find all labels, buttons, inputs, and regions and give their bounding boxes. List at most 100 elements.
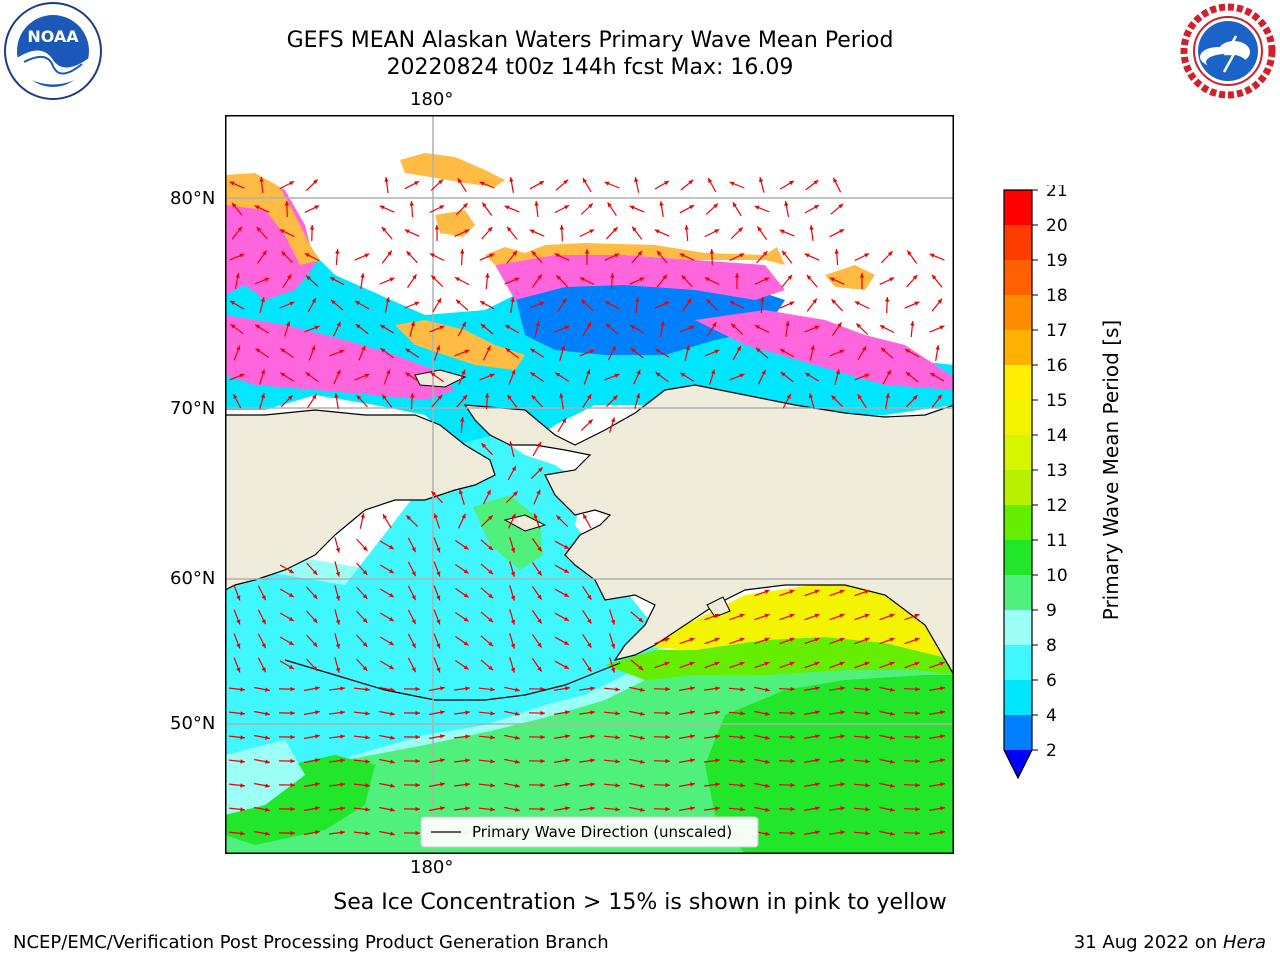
- wave-arrow-head: [261, 369, 266, 375]
- field-green-shelf: [605, 637, 954, 680]
- wave-arrow-head: [790, 686, 795, 692]
- wave-arrow-head: [480, 323, 486, 329]
- wave-arrow-head: [535, 321, 540, 327]
- colorbar-segment: [1004, 575, 1032, 610]
- wave-arrow-head: [254, 205, 260, 210]
- wave-arrow-head: [488, 665, 494, 671]
- wave-arrow-head: [236, 595, 241, 601]
- wave-arrow-head: [734, 273, 740, 278]
- wave-arrow-head: [340, 806, 345, 811]
- wave-arrow-head: [740, 735, 745, 740]
- wave-arrow-head: [787, 274, 793, 280]
- wave-arrow-head: [414, 301, 420, 306]
- wave-arrow-head: [440, 782, 445, 787]
- wave-arrow-head: [689, 661, 695, 666]
- wave-arrow-head: [789, 637, 795, 642]
- wave-arrow-head: [231, 202, 237, 208]
- wave-arrow-head: [536, 442, 541, 447]
- wave-arrow-head: [437, 394, 443, 400]
- wave-arrow-head: [539, 301, 545, 306]
- wave-arrow-head: [889, 637, 895, 642]
- wave-arrow-head: [490, 735, 495, 740]
- graticule: [225, 115, 954, 854]
- wave-arrow-head: [415, 758, 420, 764]
- wave-arrow-head: [404, 229, 410, 234]
- wave-arrow-head: [489, 373, 495, 378]
- wave-arrow-head: [290, 734, 295, 740]
- wave-arrow-head: [864, 613, 870, 618]
- wave-arrow-head: [288, 640, 294, 645]
- wave-arrow-head: [390, 759, 395, 764]
- wave-arrow-head: [615, 687, 620, 692]
- direction-legend: Primary Wave Direction (unscaled): [420, 816, 759, 848]
- wave-arrow-head: [815, 830, 820, 835]
- wave-arrow-head: [490, 807, 495, 812]
- wave-arrow-head: [835, 369, 840, 375]
- wave-arrow-head: [814, 637, 820, 642]
- wave-arrow-head: [482, 202, 487, 208]
- wave-arrow-head: [915, 735, 920, 740]
- wave-arrow-head: [286, 321, 291, 327]
- wave-arrow-head: [940, 830, 945, 835]
- wave-arrow-head: [714, 613, 720, 618]
- wave-arrow-head: [312, 618, 318, 623]
- wave-arrow-head: [690, 686, 695, 691]
- wave-arrow-head: [440, 734, 445, 739]
- colorbar-tick-label: 21: [1046, 185, 1068, 201]
- wave-arrow-head: [509, 441, 514, 447]
- wave-arrow-head: [229, 181, 235, 186]
- wave-arrow-head: [932, 274, 937, 280]
- wave-arrow-head: [537, 642, 542, 648]
- wave-arrow-head: [504, 205, 510, 210]
- wave-arrow-head: [607, 202, 612, 208]
- wave-arrow-head: [587, 666, 592, 672]
- wave-arrow-head: [458, 489, 464, 495]
- wave-arrow-head: [765, 735, 770, 740]
- wave-arrow-head: [265, 783, 270, 788]
- wave-arrow-head: [361, 345, 366, 351]
- wave-arrow-head: [487, 227, 493, 232]
- wave-arrow-head: [780, 349, 785, 354]
- wave-arrow-head: [388, 592, 394, 597]
- wave-arrow-head: [463, 569, 469, 574]
- wave-arrow-head: [915, 783, 920, 788]
- field-yellow-gulf: [645, 583, 954, 660]
- wave-arrow-head: [755, 347, 761, 353]
- wave-arrow-head: [536, 489, 541, 495]
- wave-arrow-head: [864, 589, 870, 594]
- wave-arrow-head: [415, 830, 420, 836]
- wave-arrow-head: [440, 758, 445, 763]
- wave-arrow-head: [564, 640, 569, 645]
- wave-arrow-head: [764, 613, 770, 618]
- wave-arrow-head: [940, 758, 945, 763]
- wave-arrow-head: [854, 301, 860, 306]
- wave-arrow-head: [362, 570, 368, 575]
- wave-arrow-head: [640, 735, 645, 740]
- wave-arrow-head: [731, 323, 736, 329]
- wave-arrow-head: [812, 298, 817, 304]
- wave-arrow-head: [262, 250, 267, 256]
- wave-arrow-head: [765, 711, 770, 716]
- wave-arrow-head: [814, 205, 819, 210]
- wave-arrow-head: [786, 393, 791, 399]
- aleutian-chain: [284, 659, 621, 701]
- wave-arrow-head: [614, 253, 620, 258]
- wave-arrow-head: [281, 251, 287, 257]
- wave-arrow-head: [765, 831, 770, 836]
- wave-arrow-head: [590, 806, 595, 811]
- colorbar-tick-label: 12: [1046, 496, 1068, 516]
- wave-arrow-head: [240, 831, 245, 836]
- wave-arrow-head: [437, 298, 442, 304]
- wave-arrow-head: [309, 225, 315, 230]
- colorbar-segment: [1004, 400, 1032, 435]
- land-kodiak: [706, 596, 731, 618]
- wave-arrow-head: [390, 735, 395, 740]
- wave-arrow-head: [889, 613, 895, 618]
- wave-arrow-head: [564, 325, 570, 330]
- wave-arrow-head: [388, 544, 394, 549]
- wave-arrow-head: [764, 661, 770, 666]
- wave-arrow-head: [465, 686, 470, 691]
- wave-arrow-head: [765, 783, 770, 788]
- wave-arrow-head: [732, 202, 737, 208]
- wave-arrow-head: [790, 782, 795, 788]
